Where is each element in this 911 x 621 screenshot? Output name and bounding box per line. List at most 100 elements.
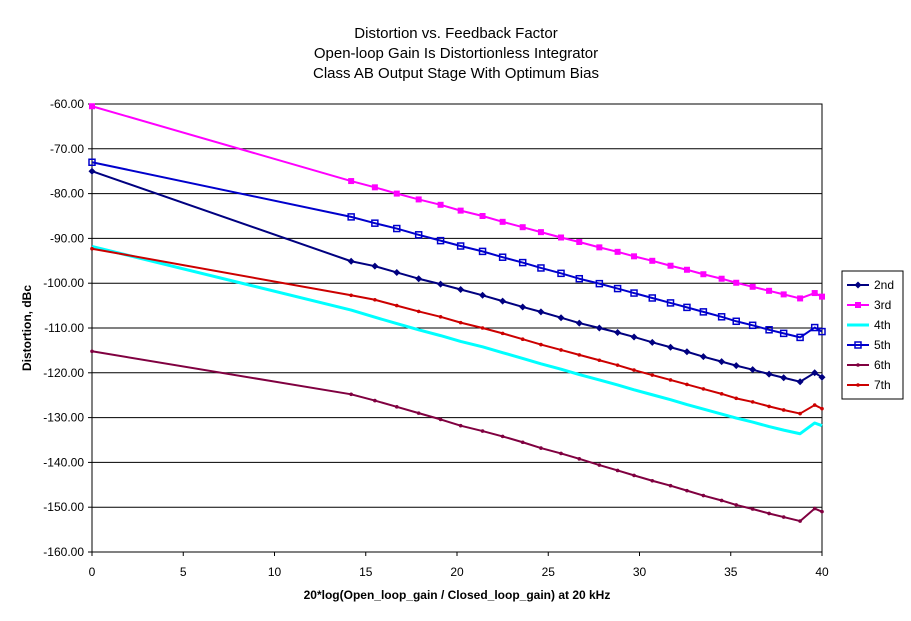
y-axis-label: Distortion, dBc: [20, 285, 34, 371]
data-point: [614, 248, 621, 255]
data-point: [820, 406, 824, 411]
data-point: [498, 253, 507, 261]
data-point: [767, 404, 771, 409]
data-point: [820, 509, 824, 514]
data-point: [733, 279, 740, 286]
series-7th: [90, 246, 824, 416]
x-axis-ticks: 0 5 10 15 20 25 30 35 40: [89, 552, 829, 579]
data-point: [685, 382, 689, 387]
legend-item: 3rd: [847, 298, 891, 312]
y-tick-label: -100.00: [43, 276, 84, 290]
data-point: [750, 400, 755, 404]
legend: 2nd 3rd 4th 5th 6th 7th: [841, 270, 904, 400]
legend-item: 5th: [847, 338, 891, 352]
y-tick-label: -110.00: [44, 321, 84, 335]
data-point: [520, 440, 525, 445]
data-point: [749, 366, 757, 374]
data-point: [811, 369, 819, 377]
data-point: [750, 507, 755, 511]
data-point: [394, 303, 399, 308]
x-tick-label: 0: [89, 565, 96, 579]
legend-item: 6th: [847, 358, 891, 372]
data-point: [648, 294, 657, 302]
data-point: [457, 207, 464, 214]
legend-label: 2nd: [874, 278, 894, 292]
data-point: [699, 353, 707, 361]
data-point: [88, 167, 96, 175]
data-point: [347, 213, 355, 221]
data-point: [718, 275, 725, 282]
data-point: [437, 201, 444, 208]
data-point: [539, 446, 543, 450]
data-point: [480, 326, 485, 330]
data-point: [818, 327, 826, 336]
data-point: [811, 290, 818, 297]
y-tick-label: -130.00: [43, 411, 84, 425]
x-tick-label: 25: [542, 565, 556, 579]
data-point: [797, 295, 804, 302]
legend-label: 4th: [874, 318, 891, 332]
data-point: [414, 231, 423, 239]
data-point: [537, 308, 545, 316]
data-point: [575, 274, 584, 283]
data-point: [780, 374, 788, 382]
data-point: [347, 257, 355, 265]
data-point: [812, 506, 817, 511]
series-line: [91, 245, 823, 436]
data-point: [576, 238, 583, 245]
data-point: [520, 337, 525, 342]
data-point: [630, 289, 638, 297]
data-point: [595, 279, 604, 288]
data-point: [394, 405, 399, 409]
series-4th: [91, 245, 823, 436]
data-point: [717, 313, 726, 321]
data-point: [666, 299, 675, 307]
data-point: [615, 468, 620, 473]
legend-item: 4th: [847, 318, 891, 332]
y-tick-label: -60.00: [50, 97, 84, 111]
data-point: [700, 271, 707, 278]
data-point: [765, 370, 773, 378]
data-point: [90, 246, 94, 251]
data-point: [500, 434, 505, 439]
data-point: [780, 291, 787, 298]
data-point: [348, 178, 355, 185]
data-point: [90, 349, 94, 354]
data-point: [371, 184, 378, 191]
data-point: [499, 297, 507, 305]
chart-title-line-1: Distortion vs. Feedback Factor: [354, 25, 557, 42]
data-point: [650, 478, 655, 483]
data-point: [597, 463, 602, 467]
data-point: [632, 473, 636, 478]
data-point: [371, 262, 379, 270]
data-point: [349, 293, 353, 298]
data-point: [539, 342, 543, 347]
data-point: [597, 358, 602, 363]
data-point: [613, 284, 622, 293]
data-point: [732, 317, 740, 326]
data-point: [393, 190, 400, 197]
series-line: [91, 247, 823, 415]
data-point: [615, 363, 620, 367]
x-tick-label: 15: [359, 565, 373, 579]
data-point: [819, 293, 825, 300]
data-point: [537, 229, 544, 236]
data-point: [89, 103, 95, 110]
series-lines: [88, 103, 826, 523]
data-point: [748, 321, 757, 330]
data-point: [416, 411, 421, 415]
data-point: [559, 348, 563, 352]
data-point: [393, 224, 401, 233]
legend-label: 3rd: [874, 298, 891, 312]
x-axis-label: 20*log(Open_loop_gain / Closed_loop_gain…: [304, 588, 611, 602]
series-line: [91, 170, 823, 383]
data-point: [854, 341, 862, 349]
data-point: [699, 308, 708, 316]
data-point: [734, 503, 739, 507]
data-point: [818, 373, 826, 381]
data-point: [415, 275, 423, 283]
data-point: [667, 262, 674, 269]
legend-item: 7th: [847, 378, 891, 392]
data-point: [683, 266, 690, 273]
data-point: [812, 403, 817, 407]
